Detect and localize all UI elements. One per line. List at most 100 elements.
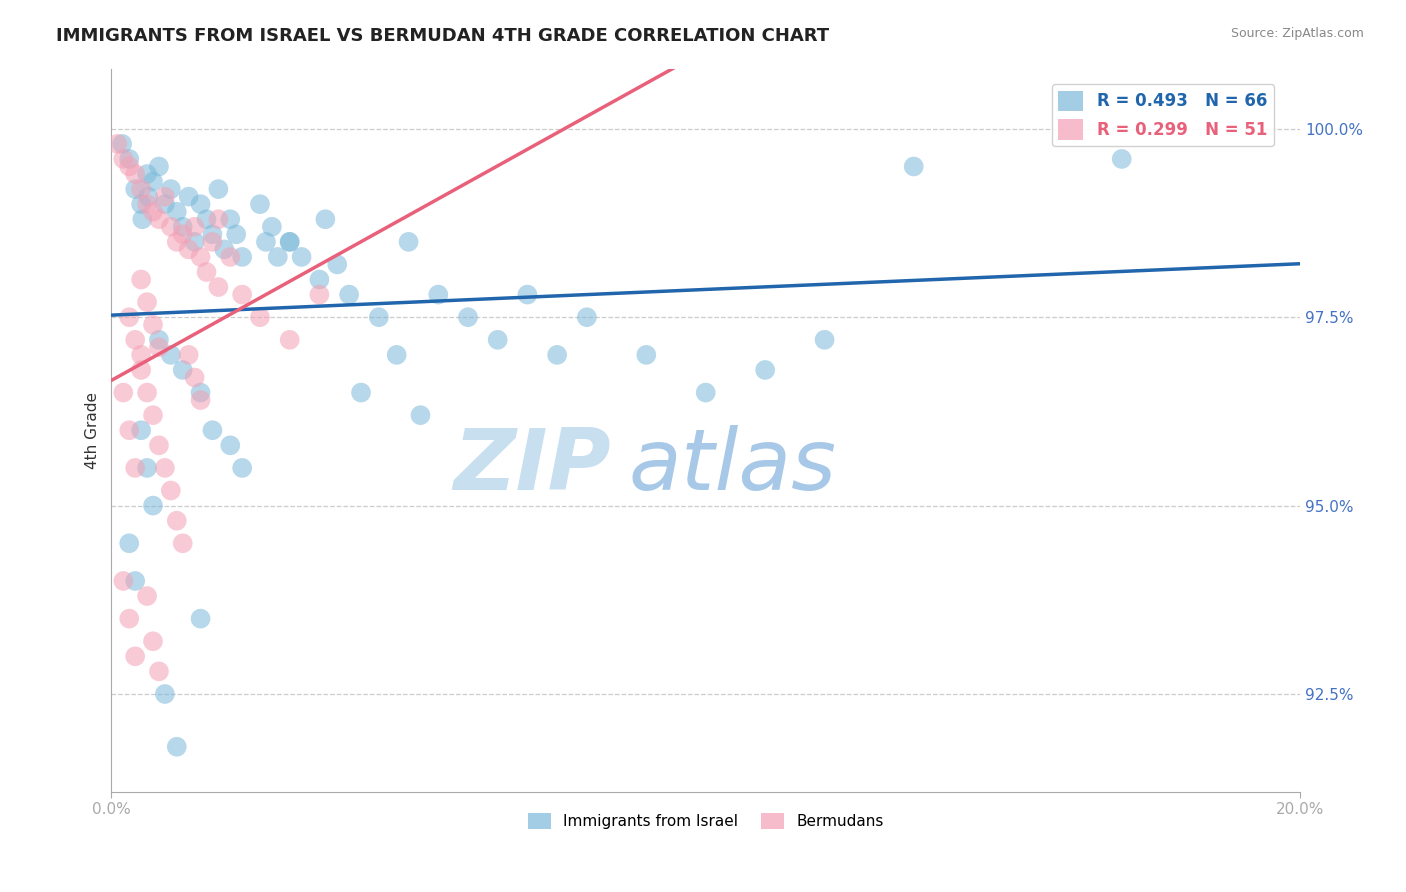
Point	[131, 212, 153, 227]
Point	[190, 612, 212, 626]
Point	[219, 438, 242, 452]
Point	[183, 219, 205, 234]
Point	[427, 287, 450, 301]
Point	[183, 235, 205, 249]
Point	[195, 212, 218, 227]
Point	[118, 612, 141, 626]
Point	[201, 423, 224, 437]
Point	[291, 250, 314, 264]
Point	[754, 363, 776, 377]
Point	[148, 340, 170, 354]
Point	[308, 287, 330, 301]
Point	[260, 219, 283, 234]
Point	[136, 197, 159, 211]
Point	[124, 461, 146, 475]
Point	[136, 295, 159, 310]
Point	[112, 385, 135, 400]
Point	[153, 687, 176, 701]
Legend: Immigrants from Israel, Bermudans: Immigrants from Israel, Bermudans	[522, 806, 890, 835]
Point	[249, 197, 271, 211]
Point	[201, 227, 224, 242]
Y-axis label: 4th Grade: 4th Grade	[86, 392, 100, 468]
Point	[142, 318, 165, 332]
Point	[314, 212, 336, 227]
Point	[177, 348, 200, 362]
Point	[111, 136, 134, 151]
Point	[219, 250, 242, 264]
Point	[267, 250, 290, 264]
Point	[124, 167, 146, 181]
Point	[231, 250, 253, 264]
Point	[142, 204, 165, 219]
Point	[177, 189, 200, 203]
Point	[153, 189, 176, 203]
Point	[1111, 152, 1133, 166]
Point	[367, 310, 389, 325]
Point	[136, 167, 159, 181]
Point	[516, 287, 538, 301]
Point	[124, 182, 146, 196]
Point	[118, 423, 141, 437]
Point	[129, 423, 152, 437]
Point	[105, 136, 128, 151]
Point	[142, 634, 165, 648]
Point	[409, 408, 432, 422]
Point	[160, 219, 183, 234]
Point	[172, 536, 194, 550]
Point	[207, 212, 229, 227]
Point	[166, 514, 188, 528]
Point	[219, 212, 242, 227]
Point	[129, 182, 152, 196]
Point	[160, 483, 183, 498]
Point	[278, 235, 301, 249]
Point	[457, 310, 479, 325]
Point	[350, 385, 373, 400]
Point	[385, 348, 408, 362]
Point	[225, 227, 247, 242]
Point	[129, 348, 152, 362]
Point	[172, 363, 194, 377]
Point	[148, 438, 170, 452]
Point	[148, 333, 170, 347]
Point	[118, 160, 141, 174]
Point	[326, 257, 349, 271]
Point	[903, 160, 925, 174]
Point	[190, 250, 212, 264]
Point	[190, 197, 212, 211]
Point	[231, 461, 253, 475]
Point	[124, 333, 146, 347]
Point	[398, 235, 420, 249]
Point	[118, 152, 141, 166]
Point	[177, 243, 200, 257]
Point	[136, 385, 159, 400]
Point	[118, 310, 141, 325]
Point	[124, 649, 146, 664]
Point	[166, 235, 188, 249]
Point	[308, 272, 330, 286]
Point	[160, 348, 183, 362]
Point	[249, 310, 271, 325]
Point	[148, 665, 170, 679]
Point	[129, 197, 152, 211]
Point	[201, 235, 224, 249]
Text: Source: ZipAtlas.com: Source: ZipAtlas.com	[1230, 27, 1364, 40]
Point	[231, 287, 253, 301]
Point	[142, 408, 165, 422]
Point	[124, 574, 146, 588]
Point	[214, 243, 236, 257]
Point	[195, 265, 218, 279]
Point	[112, 574, 135, 588]
Point	[136, 589, 159, 603]
Point	[254, 235, 277, 249]
Point	[112, 152, 135, 166]
Point	[172, 227, 194, 242]
Point	[129, 363, 152, 377]
Point	[153, 461, 176, 475]
Point	[486, 333, 509, 347]
Point	[636, 348, 658, 362]
Point	[136, 461, 159, 475]
Point	[172, 219, 194, 234]
Point	[129, 272, 152, 286]
Text: atlas: atlas	[628, 425, 837, 508]
Point	[166, 739, 188, 754]
